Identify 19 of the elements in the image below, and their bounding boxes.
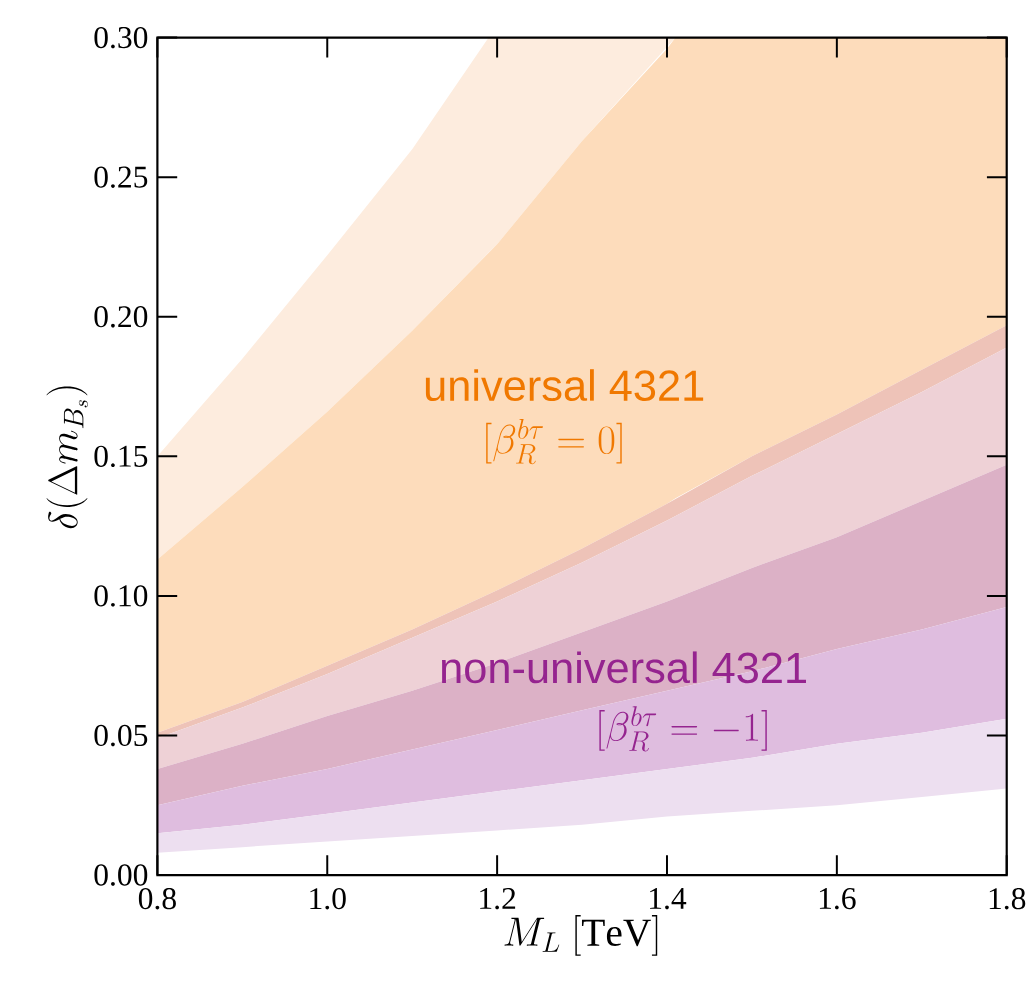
x-tick-label: 0.8 [138,888,176,910]
x-axis-title: $M_L\ [\mathrm{TeV}]$ [504,915,658,956]
y-tick-label: 0.05 [94,724,148,747]
y-tick-label: 0.15 [94,445,148,468]
x-tick-label: 1.8 [989,888,1026,910]
annotation: universal 4321 [425,369,704,402]
annotation: $[\beta_R^{b\tau} = 0]$ [486,418,622,465]
x-tick-label: 1.6 [819,888,856,910]
y-tick-label: 0.10 [94,585,148,607]
y-tick-label: 0.25 [94,166,148,188]
y-tick-label: 0.30 [94,26,148,49]
annotation: $[\beta_R^{b\tau} = -1]$ [599,706,767,752]
x-tick-label: 1.4 [650,888,687,910]
x-tick-label: 1.2 [480,888,516,910]
y-tick-label: 0.00 [94,864,148,886]
annotation: non-universal 4321 [442,651,806,684]
y-axis-title: $\delta(\Delta m_{B_s})$ [46,386,88,529]
x-tick-label: 1.0 [310,888,346,910]
y-tick-label: 0.20 [94,306,148,328]
